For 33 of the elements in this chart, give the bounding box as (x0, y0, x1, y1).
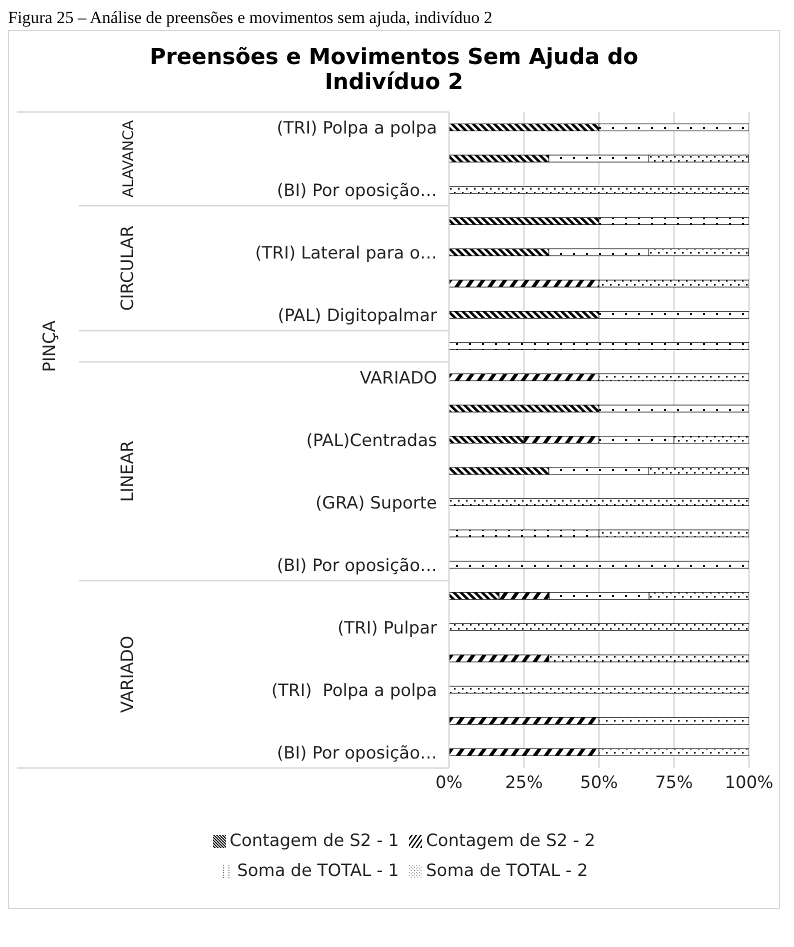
legend-label: Contagem de S2 - 1 (230, 831, 399, 851)
y-tick-label: (BI) Por oposição… (276, 743, 437, 764)
text: Figura 25 – Análise de preensões e movimentos sem ajuda, indivíduo 2 (8, 8, 494, 28)
bar (449, 498, 749, 506)
y-tick-label: (BI) Por oposição… (276, 556, 437, 576)
bar (449, 560, 749, 569)
text: ALAVANCA (120, 120, 137, 198)
y-tick-label: (TRI) Polpa a polpa (276, 118, 437, 139)
chart-title: Preensões e Movimentos Sem Ajuda do Indivíduo 2 (148, 45, 640, 95)
y-tick-label: (PAL)Centradas (306, 431, 438, 451)
y-tick-label: VARIADO (360, 368, 437, 389)
x-tick-label: 0% (436, 773, 462, 794)
y-tick-label: (BI) Por oposição… (276, 181, 437, 202)
text: LINEAR (118, 440, 138, 502)
y-tick-label: (PAL) Digitopalmar (278, 306, 437, 326)
bar (449, 186, 749, 194)
legend-label: Contagem de S2 - 2 (426, 831, 596, 851)
y-tick-label: (TRI) Polpa a polpa (271, 680, 437, 701)
x-tick-label: 25% (505, 773, 543, 794)
bar (449, 342, 749, 350)
y-tick-label: (GRA) Suporte (316, 493, 437, 514)
bar (449, 686, 749, 694)
y-tick-label: (TRI) Lateral para o… (255, 244, 437, 264)
text: CIRCULAR (118, 225, 138, 311)
text: VARIADO (118, 636, 138, 713)
text: PINÇA (40, 320, 60, 372)
legend-label: Soma de TOTAL - 1 (237, 861, 399, 881)
legend-label: Soma de TOTAL - 2 (426, 861, 588, 881)
x-tick-label: 100% (724, 773, 774, 794)
x-tick-label: 75% (655, 773, 693, 794)
bar (449, 623, 749, 631)
y-tick-label: (TRI) Pulpar (337, 618, 438, 638)
x-tick-label: 50% (580, 773, 618, 794)
